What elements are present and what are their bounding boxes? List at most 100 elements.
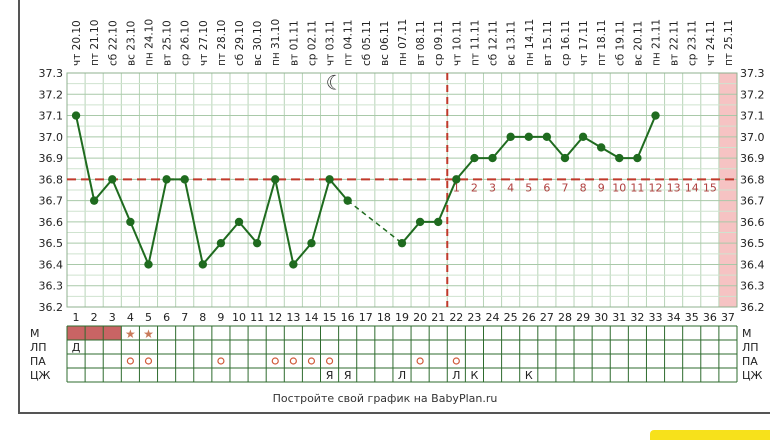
date-label: пт 04.11 bbox=[343, 20, 355, 66]
pa-circle-icon bbox=[289, 357, 297, 365]
data-point bbox=[89, 196, 99, 205]
data-point bbox=[126, 217, 135, 227]
date-label: вт 15.11 bbox=[542, 20, 554, 66]
day-number: 37 bbox=[721, 311, 735, 324]
day-number: 8 bbox=[199, 311, 206, 324]
day-number: 29 bbox=[576, 311, 590, 324]
data-point bbox=[578, 132, 588, 142]
data-point bbox=[71, 111, 81, 120]
data-point bbox=[180, 175, 189, 184]
menstruation-cell bbox=[85, 326, 104, 340]
day-number: 3 bbox=[109, 311, 116, 324]
post-ovulation-label: 9 bbox=[598, 181, 605, 194]
date-label: вс 06.11 bbox=[379, 21, 391, 66]
lp-mark: Д bbox=[72, 341, 81, 354]
day-number: 18 bbox=[377, 311, 391, 324]
day-number: 12 bbox=[268, 311, 282, 324]
data-point bbox=[452, 175, 461, 184]
cz-mark: Я bbox=[326, 369, 334, 382]
y-tick-label-right: 37.3 bbox=[740, 67, 765, 80]
day-number: 11 bbox=[250, 311, 264, 324]
moon-icon: ☾ bbox=[326, 71, 344, 95]
yellow-tab[interactable] bbox=[650, 430, 770, 440]
data-point bbox=[397, 238, 407, 248]
post-ovulation-label: 12 bbox=[649, 181, 663, 194]
date-label: сб 29.10 bbox=[234, 20, 246, 66]
day-number: 31 bbox=[612, 311, 626, 324]
y-tick-label-right: 36.5 bbox=[740, 237, 765, 250]
y-tick-label-right: 37.2 bbox=[740, 88, 765, 101]
date-label: пн 14.11 bbox=[524, 19, 536, 66]
data-point bbox=[488, 153, 497, 163]
data-point bbox=[633, 153, 642, 163]
footer-note[interactable]: Постройте свой график на BabyPlan.ru bbox=[272, 392, 498, 405]
date-label: чт 20.10 bbox=[71, 20, 83, 66]
bbt-chart: 37.3 37.3 37.2 37.2 37.1 37.1 37.0 37.0 36.9 36.9… bbox=[30, 19, 765, 383]
date-label: пт 28.10 bbox=[216, 20, 228, 66]
data-point bbox=[596, 143, 606, 152]
data-point bbox=[198, 260, 208, 269]
post-ovulation-label: 7 bbox=[561, 181, 568, 194]
star-icon: ★ bbox=[143, 327, 154, 341]
row-label-left: ЛП bbox=[30, 341, 47, 354]
data-point bbox=[325, 175, 334, 184]
day-number: 32 bbox=[630, 311, 644, 324]
data-point bbox=[162, 175, 171, 184]
y-tick-label-right: 36.3 bbox=[740, 280, 765, 293]
day-number: 22 bbox=[449, 311, 463, 324]
date-label: вс 13.11 bbox=[506, 21, 518, 66]
data-point bbox=[343, 196, 352, 205]
menstruation-cell bbox=[67, 326, 86, 340]
date-label: пн 24.10 bbox=[143, 19, 155, 66]
day-number: 30 bbox=[594, 311, 608, 324]
date-label: пн 07.11 bbox=[397, 19, 409, 66]
date-label: сб 05.11 bbox=[361, 20, 373, 66]
y-tick-label-right: 36.2 bbox=[740, 301, 765, 314]
y-tick-label-right: 36.6 bbox=[740, 216, 765, 229]
post-ovulation-label: 4 bbox=[507, 181, 514, 194]
data-point bbox=[615, 153, 624, 163]
y-tick-label-right: 36.4 bbox=[740, 258, 765, 271]
data-point bbox=[307, 238, 316, 248]
day-number: 20 bbox=[413, 311, 427, 324]
day-number: 2 bbox=[91, 311, 98, 324]
date-label: сб 12.11 bbox=[488, 20, 500, 66]
y-tick-label-left: 37.2 bbox=[39, 88, 64, 101]
date-label: сб 19.11 bbox=[614, 20, 626, 66]
pa-circle-icon bbox=[217, 357, 225, 365]
post-ovulation-label: 5 bbox=[525, 181, 532, 194]
row-label-left: М bbox=[30, 327, 40, 340]
row-label-right: ЦЖ bbox=[742, 369, 763, 382]
date-label: пт 25.11 bbox=[723, 20, 735, 66]
date-label: вт 25.10 bbox=[162, 20, 174, 66]
date-label: вт 01.11 bbox=[288, 20, 300, 66]
y-tick-label-right: 37.1 bbox=[740, 110, 765, 123]
y-tick-label-left: 36.5 bbox=[39, 237, 64, 250]
data-point bbox=[271, 175, 280, 184]
day-number: 14 bbox=[304, 311, 318, 324]
date-label: чт 10.11 bbox=[451, 20, 463, 66]
row-label-left: ПА bbox=[30, 355, 46, 368]
row-label-right: ЛП bbox=[742, 341, 759, 354]
date-label: чт 27.10 bbox=[198, 20, 210, 66]
date-label: вт 08.11 bbox=[415, 20, 427, 66]
day-number: 9 bbox=[217, 311, 224, 324]
data-point bbox=[216, 238, 226, 248]
pa-circle-icon bbox=[126, 357, 134, 365]
data-point bbox=[560, 153, 570, 163]
date-label: ср 26.10 bbox=[180, 20, 192, 66]
y-tick-label-right: 36.8 bbox=[740, 173, 765, 186]
y-tick-label-left: 36.3 bbox=[39, 280, 64, 293]
y-tick-label-right: 36.7 bbox=[740, 195, 765, 208]
data-point bbox=[506, 132, 515, 142]
series-line bbox=[75, 115, 349, 268]
pa-circle-icon bbox=[452, 357, 460, 365]
series-gap-line bbox=[347, 200, 403, 244]
y-tick-label-left: 36.2 bbox=[39, 301, 64, 314]
pa-circle-icon bbox=[307, 357, 316, 365]
pa-circle-icon bbox=[271, 357, 279, 365]
cz-mark: Я bbox=[344, 369, 352, 382]
data-point bbox=[289, 260, 298, 269]
row-label-left: ЦЖ bbox=[30, 369, 51, 382]
day-number: 13 bbox=[286, 311, 300, 324]
